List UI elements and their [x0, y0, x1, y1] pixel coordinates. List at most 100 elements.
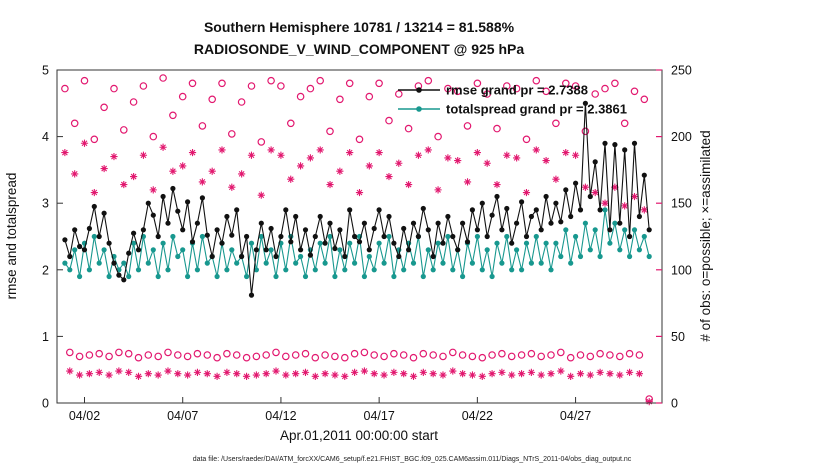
assimilated-obs-marker [581, 183, 589, 191]
possible-obs-marker [375, 79, 383, 88]
assimilated-obs-marker [370, 370, 378, 378]
assimilated-obs-marker [346, 148, 354, 157]
rmse-marker [239, 253, 245, 260]
possible-obs-marker [336, 95, 344, 104]
rmse-marker [401, 225, 407, 232]
right-axis-label: # of obs: o=possible; ×=assimilated [698, 130, 713, 341]
rmse-marker [332, 245, 338, 252]
y2-axis-ticks: 0 50 100 150 200 250 [656, 64, 692, 411]
totalspread-marker [126, 273, 132, 280]
possible-obs-marker [85, 351, 94, 359]
totalspread-marker [322, 260, 328, 266]
possible-obs-marker [203, 351, 212, 359]
rmse-marker [234, 207, 240, 213]
possible-obs-marker [473, 79, 482, 88]
totalspread-marker [352, 260, 358, 266]
assimilated-obs-marker [292, 370, 300, 378]
possible-obs-marker [385, 116, 393, 125]
rmse-marker [327, 220, 333, 226]
y-tick-label: 2 [42, 263, 49, 277]
possible-obs-marker [247, 82, 256, 90]
assimilated-obs-marker [159, 143, 167, 151]
assimilated-obs-marker [463, 178, 472, 186]
possible-obs-marker [115, 348, 123, 357]
rmse-marker [474, 227, 480, 233]
rmse-marker [582, 100, 589, 106]
assimilated-obs-marker [542, 156, 550, 165]
possible-obs-marker [331, 352, 339, 361]
assimilated-obs-marker [238, 170, 246, 178]
assimilated-obs-marker [144, 370, 152, 378]
totalspread-marker [263, 260, 269, 266]
rmse-marker [165, 220, 171, 226]
possible-obs-marker [326, 127, 334, 136]
rmse-marker [543, 193, 549, 200]
rmse-marker [381, 233, 387, 240]
assimilated-obs-marker [321, 370, 329, 378]
totalspread-marker [214, 273, 220, 280]
totalspread-marker [145, 260, 151, 266]
legend-marker-sample [416, 87, 422, 93]
assimilated-obs-marker [645, 398, 653, 406]
assimilated-obs-marker [557, 367, 565, 375]
totalspread-marker [425, 247, 431, 253]
possible-obs-marker [561, 79, 570, 88]
possible-obs-marker [596, 349, 604, 358]
assimilated-obs-marker [130, 172, 138, 181]
possible-obs-marker [178, 92, 187, 101]
possible-obs-marker [468, 352, 477, 361]
possible-obs-marker [345, 79, 354, 88]
possible-obs-marker [517, 351, 526, 359]
totalspread-marker [234, 260, 240, 266]
assimilated-obs-marker [611, 183, 619, 191]
x-tick-label: 04/12 [265, 409, 296, 423]
rmse-marker [268, 225, 274, 232]
assimilated-obs-marker [478, 372, 486, 380]
assimilated-obs-marker [414, 151, 423, 159]
rmse-marker [563, 187, 569, 193]
totalspread-marker [474, 233, 480, 240]
rmse-marker [425, 227, 431, 233]
totalspread-marker [150, 247, 156, 253]
rmse-marker [386, 213, 392, 220]
rmse-marker [631, 140, 638, 146]
totalspread-marker [253, 267, 259, 273]
totalspread-marker [612, 220, 618, 226]
possible-obs-marker [286, 119, 295, 128]
possible-obs-marker [70, 119, 79, 128]
possible-obs-marker [463, 122, 472, 130]
rmse-marker [445, 213, 451, 220]
plot-box [56, 69, 663, 404]
rmse-marker [533, 207, 539, 213]
totalspread-marker [602, 207, 608, 213]
assimilated-obs-marker [61, 148, 69, 157]
totalspread-marker [548, 267, 554, 273]
rmse-marker [641, 172, 647, 178]
rmse-marker [396, 253, 402, 260]
possible-obs-marker [95, 349, 104, 358]
totalspread-marker [302, 273, 309, 280]
assimilated-obs-marker [508, 371, 516, 379]
possible-obs-marker [61, 84, 69, 93]
totalspread-marker [568, 260, 574, 266]
rmse-marker [155, 233, 161, 240]
rmse-marker [391, 240, 397, 246]
assimilated-obs-marker [120, 180, 128, 189]
totalspread-marker [646, 253, 652, 260]
rmse-marker [479, 200, 485, 206]
assimilated-obs-marker [473, 148, 481, 157]
rmse-marker [150, 212, 156, 218]
assimilated-obs-marker [105, 371, 113, 379]
totalspread-marker [430, 267, 436, 273]
rmse-marker [420, 205, 426, 212]
y-tick-label: 4 [42, 130, 49, 144]
assimilated-obs-marker [287, 175, 295, 183]
possible-obs-marker [208, 95, 217, 104]
possible-obs-marker [566, 353, 575, 362]
possible-obs-marker [149, 132, 158, 141]
assimilated-obs-marker [522, 188, 531, 197]
possible-obs-marker [355, 135, 364, 144]
assimilated-obs-marker [306, 154, 314, 162]
assimilated-obs-marker [459, 370, 467, 378]
totalspread-marker [504, 233, 510, 240]
